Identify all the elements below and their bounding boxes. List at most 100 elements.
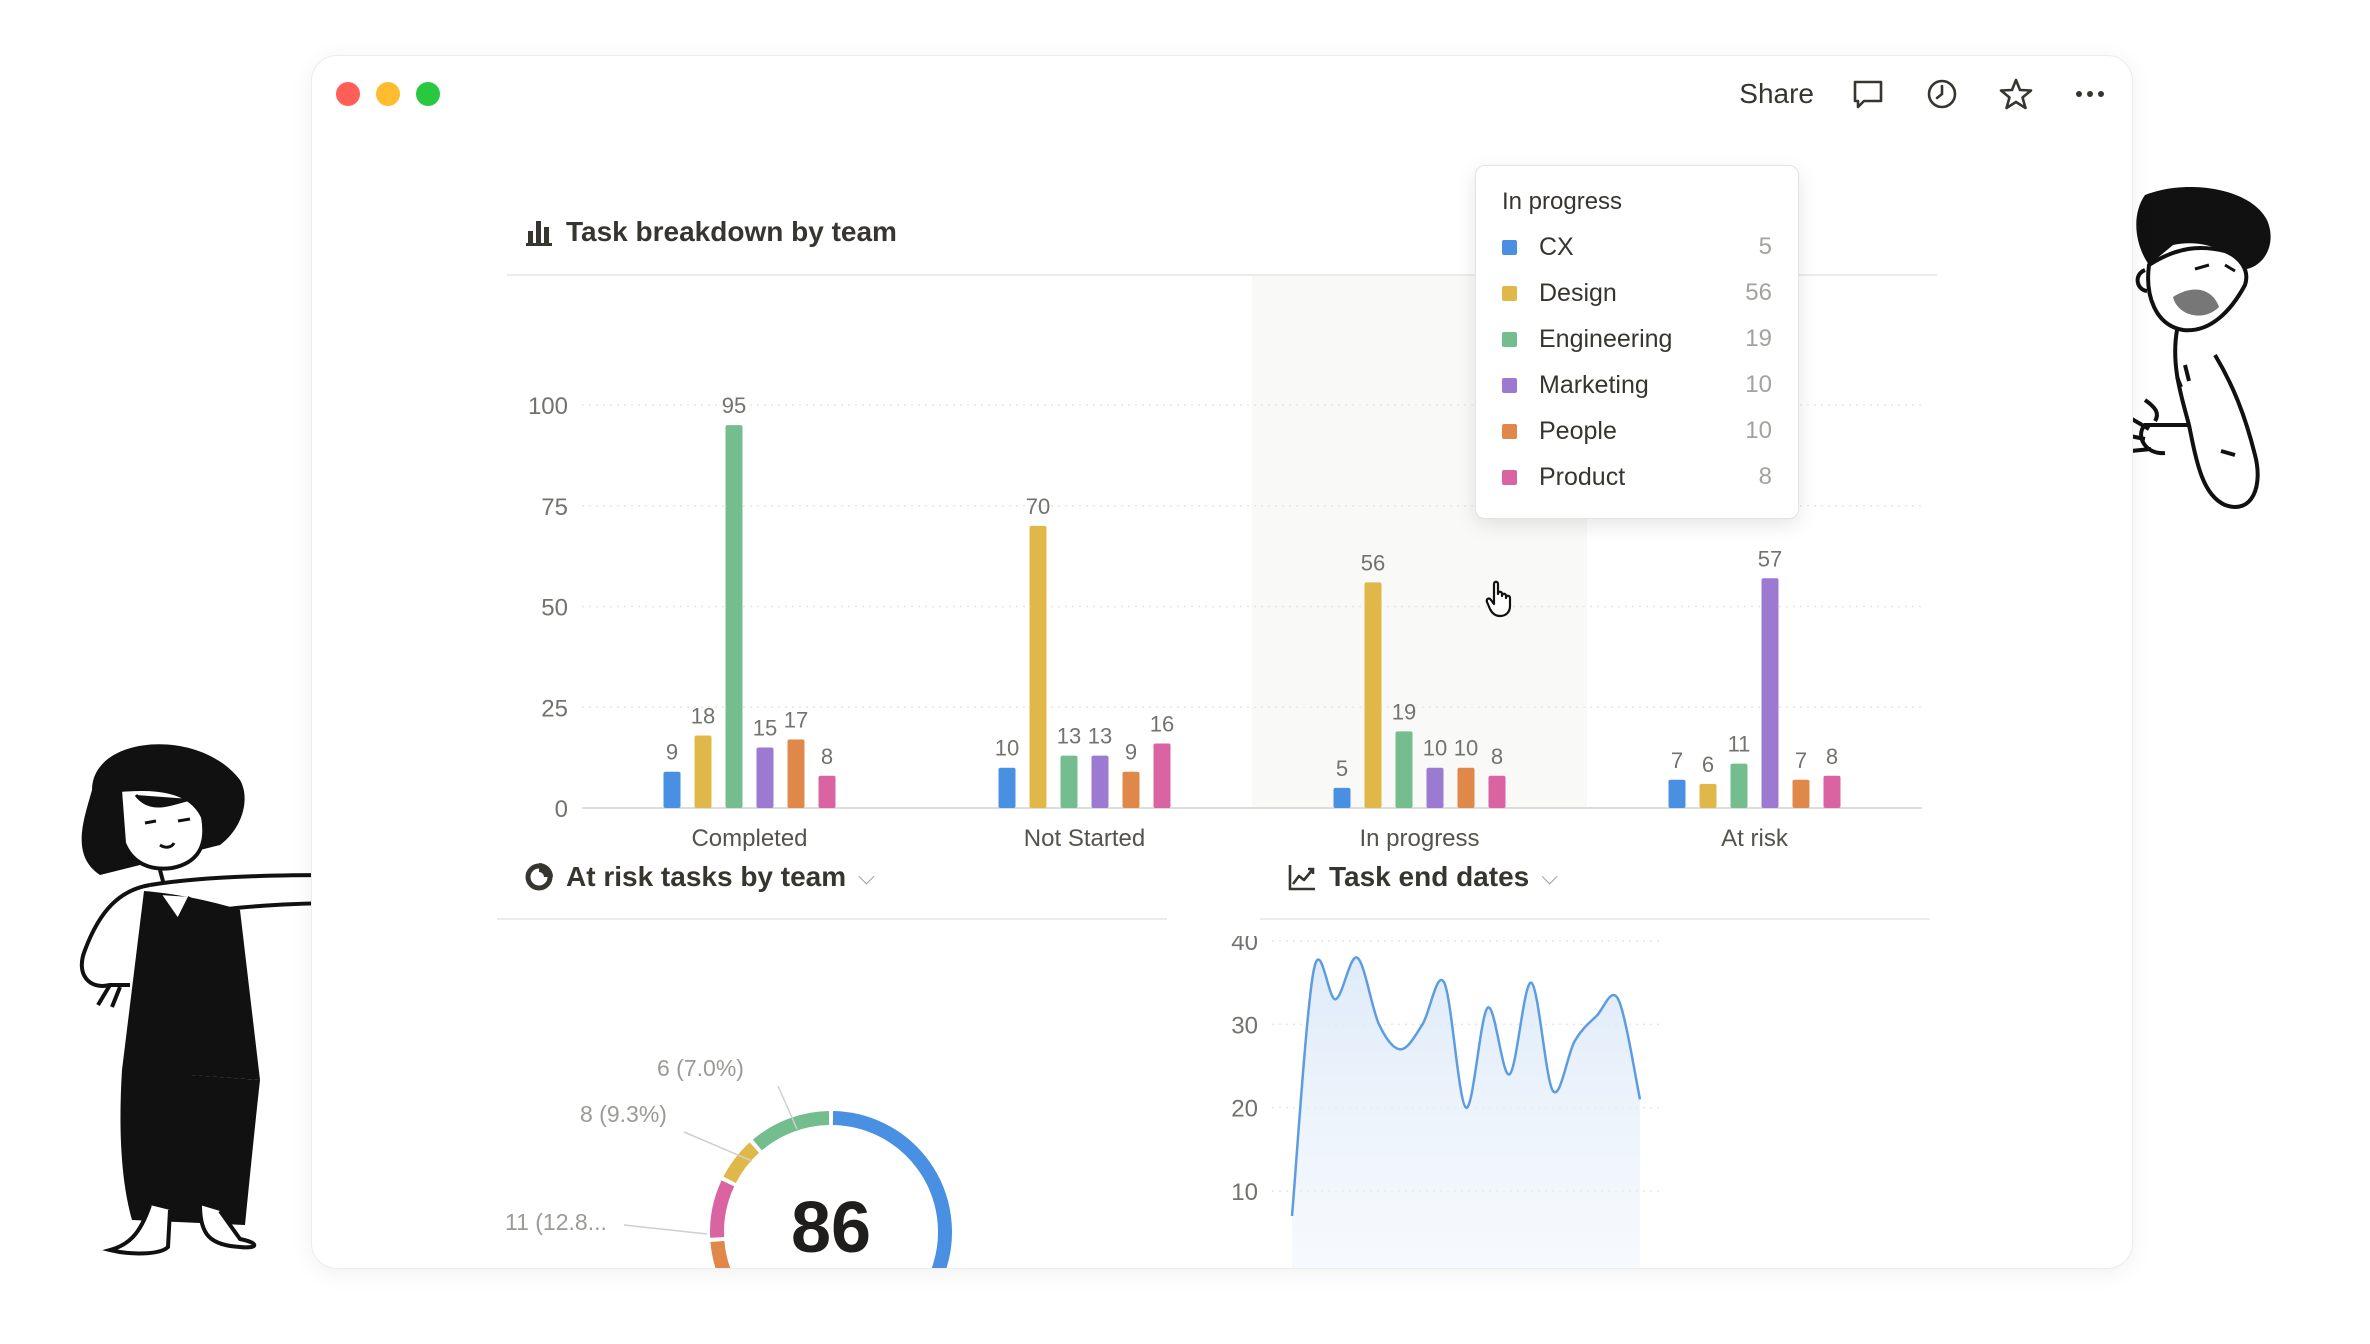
y-tick-label: 50 (541, 595, 568, 622)
hand-cursor-icon (1485, 580, 1512, 618)
maximize-window-button[interactable] (416, 82, 440, 106)
tooltip-row-cx: CX 5 (1502, 224, 1772, 270)
legend-swatch (1502, 469, 1517, 485)
bar-engineering (1730, 763, 1748, 808)
bar-value-label: 8 (821, 744, 833, 769)
bar-value-label: 95 (722, 393, 746, 418)
legend-swatch (1502, 331, 1517, 347)
bar-product (1488, 775, 1506, 808)
tooltip-team-value: 56 (1745, 279, 1772, 306)
tooltip-team-name: Product (1539, 462, 1626, 491)
tooltip-team-name: CX (1539, 232, 1574, 261)
legend-swatch (1502, 285, 1517, 301)
bar-engineering (1060, 755, 1078, 808)
y-tick-label: 100 (528, 393, 568, 420)
bar-value-label: 17 (784, 707, 808, 732)
bar-chart-title: Task breakdown by team (566, 216, 897, 247)
bar-value-label: 16 (1150, 712, 1174, 737)
tooltip-row-engineering: Engineering 19 (1502, 316, 1772, 362)
bar-design (1029, 525, 1047, 808)
donut-leader-line (777, 1085, 798, 1130)
donut-slice-label: 8 (9.3%) (580, 1101, 667, 1127)
chevron-down-icon: ⌵ (858, 864, 875, 889)
bar-value-label: 56 (1361, 550, 1385, 575)
clock-icon[interactable] (1922, 74, 1962, 114)
bar-value-label: 6 (1702, 752, 1714, 777)
x-category-label: In progress (1359, 825, 1479, 852)
minimize-window-button[interactable] (376, 82, 400, 106)
bar-chart-icon (526, 221, 552, 246)
share-button[interactable]: Share (1739, 78, 1814, 109)
close-window-button[interactable] (336, 82, 360, 106)
bar-value-label: 19 (1392, 699, 1416, 724)
donut-chart-section-title[interactable]: At risk tasks by team ⌵ (524, 861, 875, 893)
bar-marketing (1091, 755, 1109, 808)
bar-cx (663, 771, 681, 808)
tooltip-team-value: 5 (1758, 233, 1772, 260)
bar-product (1823, 775, 1841, 808)
bar-people (1457, 767, 1475, 808)
line-chart-divider (1260, 918, 1930, 920)
x-category-label: At risk (1721, 825, 1789, 852)
chart-tooltip: In progress CX 5 Design 56 Engineering 19 Mark… (1475, 165, 1799, 519)
line-chart-title: Task end dates (1329, 861, 1530, 892)
bar-design (1364, 582, 1382, 808)
bar-value-label: 13 (1088, 724, 1112, 749)
tooltip-row-marketing: Marketing 10 (1502, 362, 1772, 408)
bar-engineering (725, 425, 743, 808)
series-line (1290, 956, 1642, 1217)
bar-value-label: 15 (753, 716, 777, 741)
bar-value-label: 7 (1795, 748, 1807, 773)
bar-product (818, 775, 836, 808)
tooltip-team-name: People (1539, 416, 1617, 445)
tooltip-team-value: 19 (1745, 325, 1772, 352)
donut-slice-people (710, 1240, 731, 1268)
bar-marketing (1761, 578, 1779, 808)
bar-value-label: 70 (1026, 494, 1050, 519)
chevron-down-icon: ⌵ (1541, 864, 1558, 889)
bar-value-label: 10 (1454, 736, 1478, 761)
line-chart: 10 20 30 40 (1231, 936, 1660, 1268)
legend-swatch (1502, 239, 1517, 255)
tooltip-title: In progress (1502, 188, 1623, 215)
comment-icon[interactable] (1848, 74, 1888, 114)
donut-leader-line (623, 1224, 708, 1235)
topbar: Share (1739, 74, 2110, 114)
bar-value-label: 10 (1423, 736, 1447, 761)
bar-marketing (756, 747, 774, 808)
line-chart-section-title[interactable]: Task end dates ⌵ (1287, 861, 1558, 893)
bar-value-label: 7 (1671, 748, 1683, 773)
y-tick-label: 30 (1231, 1012, 1258, 1039)
bar-chart-section-title[interactable]: Task breakdown by team (524, 216, 897, 248)
tooltip-row-design: Design 56 (1502, 270, 1772, 316)
area-fill (1292, 957, 1640, 1268)
bar-design (1699, 783, 1717, 808)
donut-slice-label: 11 (12.8... (505, 1209, 607, 1235)
bar-engineering (1395, 731, 1413, 808)
donut-slice-marketing (832, 1111, 952, 1268)
tooltip-team-value: 8 (1758, 463, 1772, 490)
window-controls (336, 82, 440, 106)
y-tick-label: 75 (541, 494, 568, 521)
bar-people (787, 739, 805, 808)
illustration-man-peeking (2123, 187, 2271, 509)
more-icon[interactable] (2070, 74, 2110, 114)
donut-chart-title: At risk tasks by team (566, 861, 847, 892)
tooltip-team-name: Engineering (1539, 324, 1673, 353)
bar-people (1792, 779, 1810, 808)
bar-chart-divider (507, 274, 1937, 276)
donut-slice-design (723, 1142, 760, 1184)
legend-swatch (1502, 377, 1517, 393)
tooltip-team-name: Design (1539, 278, 1617, 307)
bar-value-label: 13 (1057, 724, 1081, 749)
donut-slice-label: 6 (7.0%) (657, 1055, 744, 1081)
legend-swatch (1502, 423, 1517, 439)
app-window: Share Task breakdown by team 0 25 50 75 100 9… (311, 55, 2133, 1269)
star-icon[interactable] (1996, 74, 2036, 114)
donut-chart-divider (497, 918, 1167, 920)
bar-value-label: 10 (995, 736, 1019, 761)
donut-slice-product (710, 1180, 735, 1238)
donut-chart: 86Total6 (7.0%)8 (9.3%)11 (12.8... (505, 1055, 952, 1268)
tooltip-row-people: People 10 (1502, 408, 1772, 454)
